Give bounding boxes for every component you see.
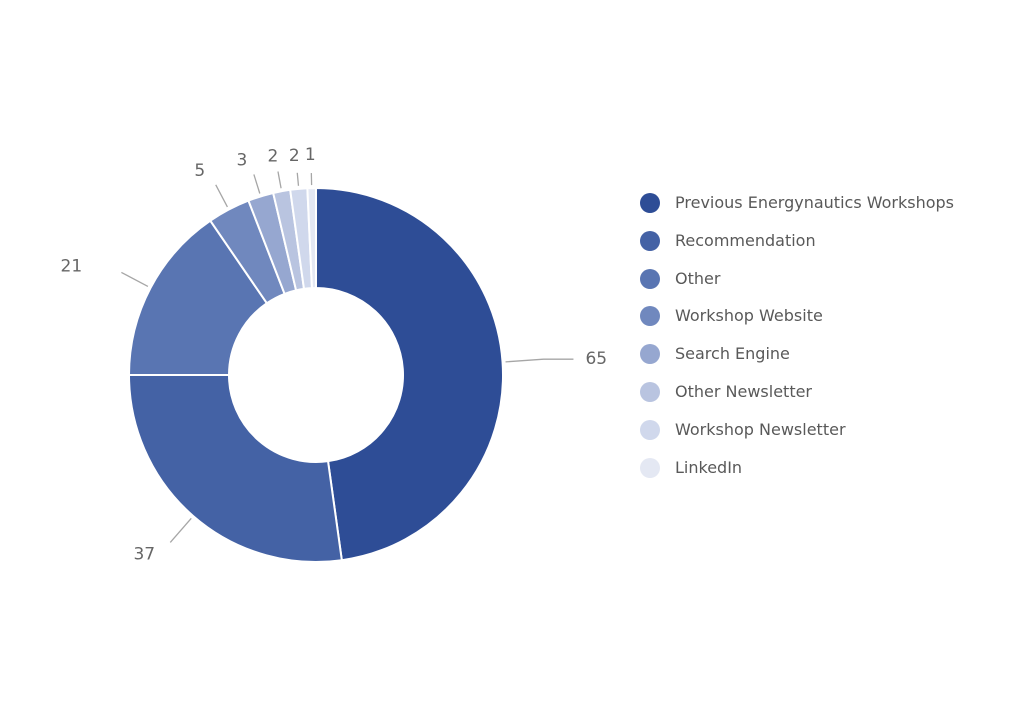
slice-recommendation [127, 374, 343, 563]
leader-line-other [121, 271, 149, 287]
legend-swatch-icon [640, 230, 660, 251]
data-label-search-engine: 3 [236, 150, 247, 170]
legend-swatch-icon [640, 268, 660, 289]
legend-item-linkedin: LinkedIn [640, 457, 954, 496]
data-label-workshop-newsletter: 2 [289, 146, 300, 166]
legend-item-previous-energynautics-workshops: Previous Energynautics Workshops [640, 193, 954, 231]
legend-swatch-icon [640, 419, 660, 440]
leader-line-previous-energynautics-workshops [505, 358, 574, 363]
legend-swatch-icon [640, 306, 660, 327]
legend-item-other-newsletter: Other Newsletter [640, 381, 954, 420]
legend-label: Workshop Newsletter [675, 419, 846, 439]
legend-item-workshop-website: Workshop Website [640, 306, 954, 344]
legend-label: Previous Energynautics Workshops [675, 193, 955, 212]
data-label-previous-energynautics-workshops: 65 [585, 349, 607, 369]
legend-item-other: Other [640, 268, 954, 307]
leader-line-other-newsletter [277, 171, 282, 189]
leader-line-search-engine [253, 174, 261, 194]
legend-item-workshop-newsletter: Workshop Newsletter [640, 419, 954, 458]
data-label-workshop-website: 5 [194, 161, 205, 181]
slice-other [127, 219, 269, 376]
data-label-other-newsletter: 2 [268, 147, 279, 167]
leader-line-recommendation [169, 517, 192, 543]
data-label-linkedin: 1 [305, 145, 316, 165]
leader-lines [121, 171, 574, 543]
leader-line-workshop-website [215, 184, 228, 208]
legend-label: Other [675, 268, 721, 288]
slice-previous-energynautics-workshops [315, 186, 504, 562]
legend-label: LinkedIn [675, 457, 743, 477]
legend-label: Other Newsletter [675, 381, 813, 401]
chart-legend: Previous Energynautics Workshops Recommen… [640, 193, 954, 495]
legend-swatch-icon [640, 344, 660, 365]
donut-slices [127, 186, 504, 563]
slice-linkedin [306, 186, 317, 290]
legend-swatch-icon [640, 457, 660, 478]
legend-swatch-icon [640, 381, 660, 402]
data-label-recommendation: 37 [133, 544, 155, 564]
legend-item-search-engine: Search Engine [640, 344, 954, 382]
data-label-other: 21 [61, 256, 83, 276]
legend-item-recommendation: Recommendation [640, 230, 954, 269]
legend-swatch-icon [640, 193, 660, 213]
legend-label: Recommendation [675, 230, 816, 250]
legend-label: Search Engine [675, 344, 790, 364]
leader-line-workshop-newsletter [296, 172, 300, 186]
legend-label: Workshop Website [675, 306, 823, 326]
